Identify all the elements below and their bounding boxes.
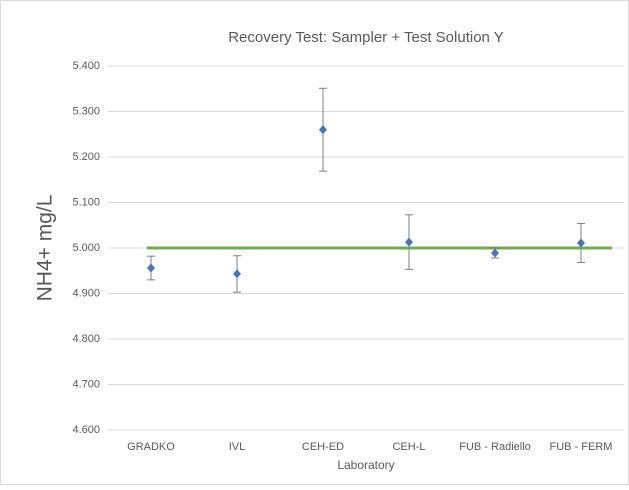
x-tick-label: GRADKO: [127, 441, 175, 453]
marker: [319, 125, 327, 135]
marker: [233, 269, 241, 279]
marker: [405, 237, 413, 247]
y-axis-label: NH4+ mg/L: [34, 195, 57, 302]
y-tick-label: 5.300: [72, 105, 100, 117]
y-tick-label: 5.000: [72, 242, 100, 254]
x-tick-label: CEH-L: [392, 441, 425, 453]
y-tick-label: 5.400: [72, 60, 100, 72]
y-tick-label: 5.100: [72, 196, 100, 208]
y-tick-label: 4.900: [72, 287, 100, 299]
y-tick-label: 4.700: [72, 378, 100, 390]
y-tick-label: 4.800: [72, 333, 100, 345]
y-tick-label: 5.200: [72, 151, 100, 163]
x-tick-label: FUB - FERM: [550, 441, 613, 453]
x-tick-label: CEH-ED: [302, 441, 344, 453]
x-tick-label: IVL: [229, 441, 246, 453]
marker: [147, 263, 155, 273]
marker: [577, 238, 585, 248]
chart-title: Recovery Test: Sampler + Test Solution Y: [228, 29, 504, 46]
x-axis-label: Laboratory: [337, 458, 394, 472]
y-tick-label: 4.600: [72, 424, 100, 436]
marker: [491, 248, 499, 258]
x-tick-label: FUB - Radiello: [459, 441, 531, 453]
